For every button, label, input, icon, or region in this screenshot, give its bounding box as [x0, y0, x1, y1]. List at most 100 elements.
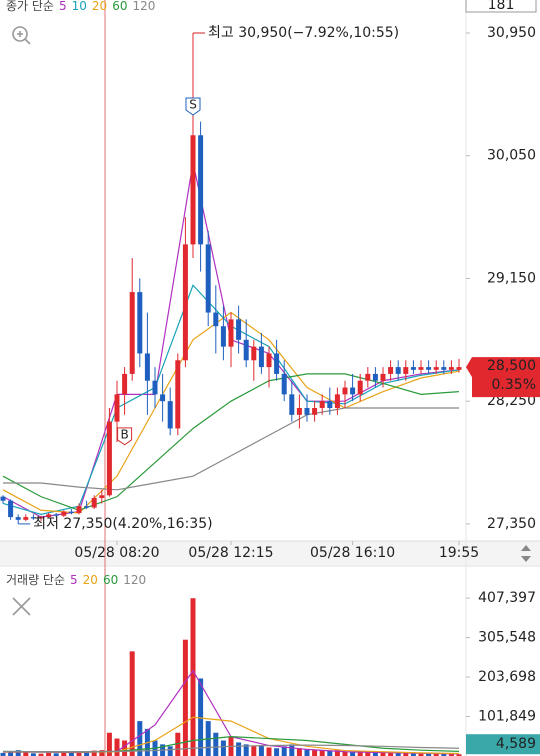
candle-body [213, 312, 219, 327]
candle-body [23, 517, 29, 520]
candle-body [448, 367, 454, 370]
y-tick-label: 101,849 [478, 709, 536, 725]
y-tick-label: 203,698 [478, 669, 536, 685]
annotation: 최저 27,350(4.20%,16:35) [33, 516, 212, 532]
candle-body [327, 401, 333, 408]
volume-bar [418, 753, 424, 756]
volume-bar [46, 752, 52, 756]
legend-entry: 5 [59, 0, 67, 13]
ma-line [2, 373, 460, 511]
price-tag-label: 28,500 [487, 358, 536, 374]
y-tick-label: 407,397 [478, 590, 536, 606]
volume-bar [312, 750, 318, 756]
candle-body [365, 373, 371, 381]
x-axis-strip [0, 541, 540, 565]
candle-body [220, 326, 226, 347]
volume-bar [8, 751, 14, 756]
candle-body [296, 408, 302, 415]
volume-bar [289, 744, 295, 756]
candle-body [274, 353, 280, 374]
candle-body [243, 339, 249, 361]
volume-bar [281, 746, 287, 756]
candle-body [418, 367, 424, 370]
volume-bar [350, 752, 356, 756]
x-tick-label: 05/28 08:20 [74, 545, 159, 561]
volume-bar [137, 721, 143, 756]
candle-body [350, 387, 356, 395]
candle-body [456, 367, 462, 370]
candle-body [388, 367, 394, 374]
candle-body [53, 514, 59, 516]
candle-body [68, 511, 74, 513]
legend: 거래량 단순 5 20 60 120 [6, 573, 146, 587]
candle-body [236, 319, 242, 340]
candle-body [114, 394, 120, 422]
volume-bar [76, 751, 82, 756]
volume-bar [319, 750, 325, 756]
volume-bar [15, 750, 21, 756]
trade-marker-label: B [120, 427, 128, 441]
y-tick-label: 27,350 [487, 516, 536, 532]
volume-bar [23, 752, 29, 756]
y-tick-label: 28,250 [487, 393, 536, 409]
volume-bar [129, 651, 135, 756]
legend-entry: 20 [83, 573, 98, 587]
volume-bar [99, 750, 105, 756]
candle-body [190, 135, 196, 245]
ma-line [3, 407, 459, 491]
volume-bar [182, 639, 188, 756]
candle-body [137, 292, 143, 354]
legend-entry: 60 [112, 0, 127, 13]
candle-body [334, 394, 340, 408]
candle-body [84, 506, 90, 508]
volume-bar [106, 732, 112, 756]
volume-bar [0, 752, 6, 756]
volume-bar [296, 748, 302, 756]
volume-bar [30, 753, 36, 756]
legend-title: 종가 단순 [6, 0, 54, 13]
volume-bar [114, 738, 120, 756]
volume-bar [38, 753, 44, 756]
volume-bar [243, 744, 249, 756]
close-icon[interactable] [12, 597, 31, 616]
volume-bar [258, 745, 264, 756]
volume-bar [304, 749, 310, 756]
candle-body [380, 373, 386, 381]
candle-body [228, 319, 234, 347]
volume-bar [441, 753, 447, 756]
legend-entry: 10 [72, 0, 87, 13]
volume-bar [175, 732, 181, 756]
candle-body [129, 292, 135, 374]
candle-body [106, 421, 112, 496]
candle-body [99, 495, 105, 498]
volume-bar [327, 750, 333, 756]
candle-body [441, 367, 447, 370]
volume-bar [365, 752, 371, 756]
candle-body [175, 360, 181, 429]
volume-bar [456, 754, 462, 756]
volume-bar [68, 752, 74, 756]
y-tick-label: 30,050 [487, 148, 536, 164]
value-tag [466, 734, 540, 755]
y-tick-label: 305,548 [478, 630, 536, 646]
candle-body [91, 498, 97, 508]
candle-body [38, 517, 44, 519]
value-tag-label: 4,589 [496, 736, 536, 752]
zoom-icon[interactable] [12, 26, 31, 45]
y-tick-label: 29,150 [487, 270, 536, 286]
volume-bar [251, 746, 257, 756]
volume-bar [334, 750, 340, 756]
candle-body [251, 346, 257, 361]
volume-bar [410, 752, 416, 756]
scale-icon[interactable] [521, 545, 531, 562]
candle-body [281, 373, 287, 395]
candle-body [182, 244, 188, 361]
volume-bar [388, 752, 394, 756]
x-tick-label: 19:55 [439, 545, 479, 561]
candle-body [46, 514, 52, 518]
price-tag [466, 357, 540, 398]
legend-title: 거래량 단순 [6, 573, 65, 587]
volume-bar [433, 753, 439, 756]
